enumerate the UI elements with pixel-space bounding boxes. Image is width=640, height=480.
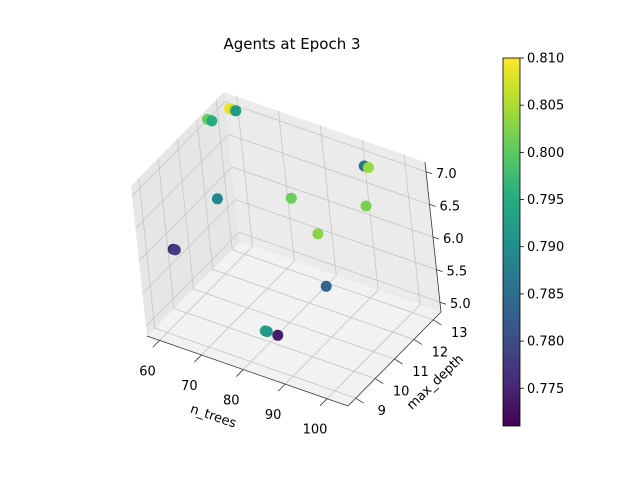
x-tick: [319, 398, 328, 406]
y-tick: [374, 378, 384, 384]
scatter-point: [169, 244, 181, 256]
y-tick: [355, 397, 364, 404]
x-tick-label: 70: [181, 379, 198, 394]
colorbar-tick-label: 0.780: [527, 335, 564, 350]
y-tick-label: 12: [432, 345, 449, 360]
z-tick: [436, 269, 443, 272]
y-tick-label: 13: [451, 326, 468, 341]
colorbar-tick-label: 0.810: [527, 52, 564, 67]
z-tick-label: 7.0: [436, 167, 457, 182]
z-tick: [429, 204, 436, 207]
colorbar-gradient: [502, 57, 521, 427]
grid-line-y: [138, 178, 356, 399]
y-tick: [394, 358, 403, 365]
x-tick: [194, 354, 202, 363]
scatter-point: [261, 326, 273, 338]
z-tick: [439, 301, 447, 305]
grid-line-x: [159, 96, 254, 341]
x-axis-line: [146, 335, 349, 407]
grid-line-y: [177, 138, 395, 360]
scatter-point: [285, 192, 297, 204]
x-tick-label: 100: [303, 423, 328, 438]
grid-line-y: [215, 99, 434, 321]
scatter-point: [230, 105, 242, 117]
colorbar-tick-label: 0.790: [527, 240, 564, 255]
z-tick-label: 5.5: [446, 265, 467, 280]
colorbar-tick-label: 0.805: [527, 99, 564, 114]
grid-line-z: [138, 166, 434, 262]
scatter-point: [320, 280, 332, 292]
scatter-point: [362, 162, 374, 173]
z-tick-label: 6.5: [440, 199, 461, 214]
scatter-point: [272, 329, 284, 341]
colorbar: 0.775 0.780 0.785 0.790 0.795 0.800 0.805 0.810: [502, 52, 564, 427]
grid-line-x: [201, 110, 295, 356]
x-tick-label: 60: [139, 364, 156, 379]
grid-line-x: [326, 154, 421, 400]
colorbar-tick-label: 0.785: [527, 287, 564, 302]
z-tick-label: 5.0: [450, 297, 471, 312]
grid-line-y: [157, 158, 376, 380]
grid-line-z: [142, 199, 437, 294]
grid-line-x: [284, 140, 379, 385]
scatter-point: [211, 193, 223, 205]
x-tick: [277, 383, 286, 392]
z-tick: [425, 171, 433, 175]
z-tick-label: 6.0: [443, 232, 464, 247]
x-tick-label: 80: [223, 394, 240, 409]
scatter-point: [206, 115, 218, 127]
colorbar-tick-label: 0.775: [527, 382, 564, 397]
z-tick: [432, 236, 440, 240]
y-tick: [433, 319, 442, 326]
y-axis-label: max_depth: [404, 352, 467, 413]
x-tick: [152, 340, 160, 348]
scatter-points: [167, 103, 374, 341]
scatter-point: [312, 228, 324, 240]
y-tick-label: 9: [378, 404, 386, 419]
colorbar-tick-label: 0.800: [527, 146, 564, 161]
grid-line-y: [196, 119, 415, 340]
y-tick-label: 10: [393, 385, 410, 400]
scatter-point: [360, 200, 372, 212]
grid-line-z: [135, 133, 430, 229]
grid-line-z: [145, 231, 441, 327]
y-tick-label: 11: [412, 365, 429, 380]
x-tick-label: 90: [265, 408, 282, 423]
axis-lines: [146, 161, 447, 407]
colorbar-tick-label: 0.795: [527, 193, 564, 208]
y-tick: [413, 339, 423, 345]
grid-line-z: [131, 101, 427, 197]
chart-title: Agents at Epoch 3: [223, 35, 360, 53]
x-tick: [236, 369, 244, 377]
